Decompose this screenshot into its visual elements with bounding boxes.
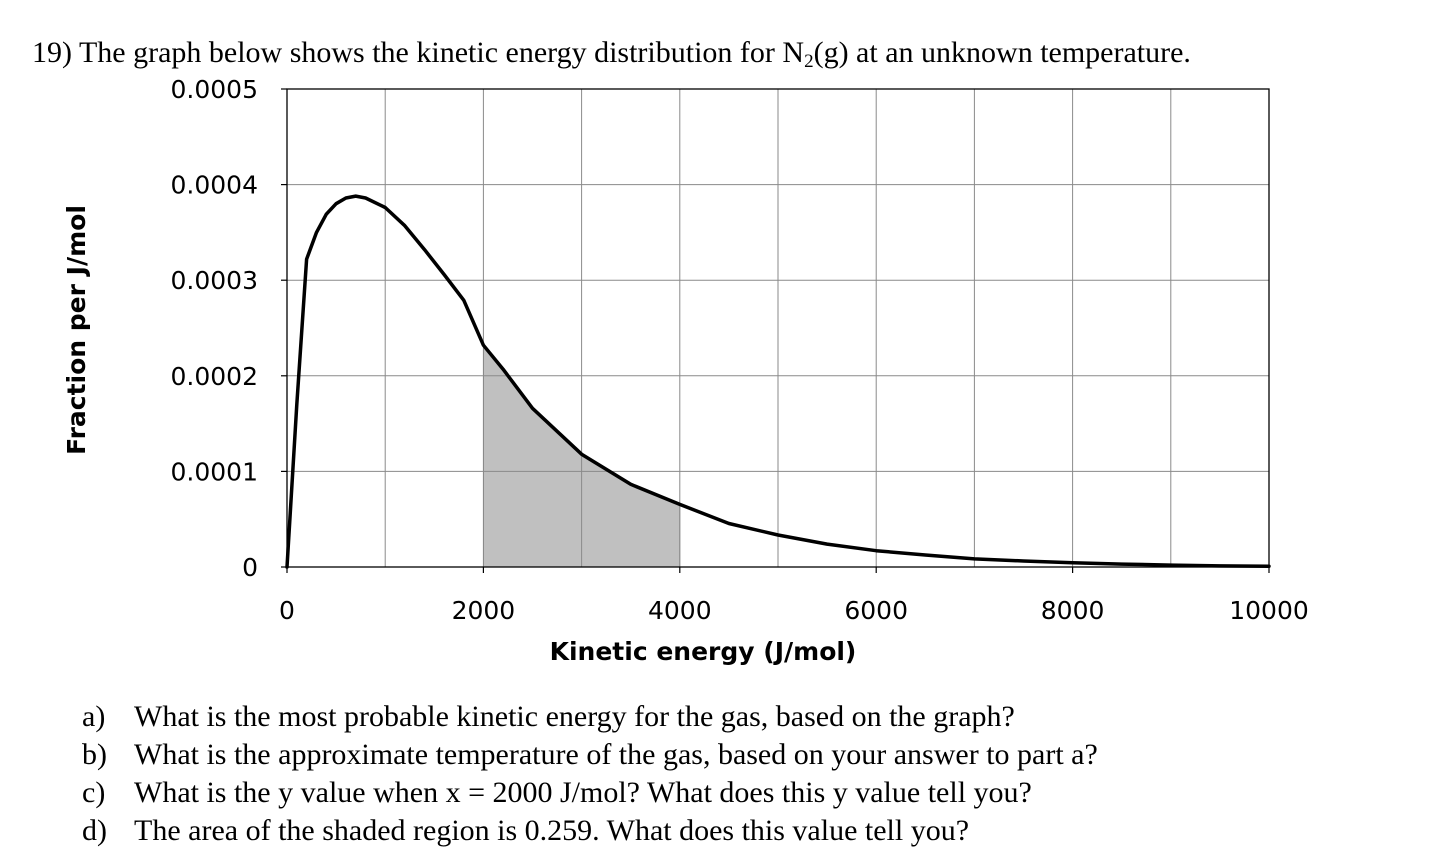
x-tick-label: 4000 <box>648 596 712 625</box>
y-tick-label: 0.0005 <box>171 75 258 104</box>
x-axis-title: Kinetic energy (J/mol) <box>550 637 857 666</box>
question-list: a) What is the most probable kinetic ener… <box>82 700 1098 852</box>
x-tick-label: 0 <box>279 596 295 625</box>
question-title: 19) The graph below shows the kinetic en… <box>32 36 1191 72</box>
y-tick-label: 0.0002 <box>171 362 258 391</box>
x-tick-label: 8000 <box>1041 596 1105 625</box>
question-text: What is the most probable kinetic energy… <box>134 700 1015 733</box>
question-title-suffix: (g) at an unknown temperature. <box>813 36 1191 69</box>
question-letter: b) <box>82 738 107 771</box>
question-text: The area of the shaded region is 0.259. … <box>134 814 970 847</box>
question-item-d: d) The area of the shaded region is 0.259… <box>82 814 1098 852</box>
question-item-b: b) What is the approximate temperature of… <box>82 738 1098 776</box>
question-letter: a) <box>82 700 106 733</box>
question-title-text: 19) The graph below shows the kinetic en… <box>32 36 805 69</box>
x-tick-label: 10000 <box>1229 596 1309 625</box>
question-letter: c) <box>82 776 106 809</box>
y-axis-title: Fraction per J/mol <box>62 205 91 455</box>
tick-label-layer: 0 2000 4000 6000 8000 10000 0 0.0001 0.0002 0.000… <box>171 75 1309 625</box>
question-item-a: a) What is the most probable kinetic ener… <box>82 700 1098 738</box>
question-letter: d) <box>82 814 107 847</box>
question-item-c: c) What is the y value when x = 2000 J/mo… <box>82 776 1098 814</box>
question-text: What is the approximate temperature of t… <box>134 738 1098 771</box>
x-tick-label: 2000 <box>452 596 516 625</box>
nitrogen-subscript: 2 <box>804 51 814 72</box>
kinetic-energy-chart: 0 2000 4000 6000 8000 10000 0 0.0001 0.0002 0.000… <box>62 75 1309 666</box>
plot-frame-layer <box>281 88 1270 573</box>
y-tick-label: 0.0004 <box>171 171 258 200</box>
grid-layer <box>286 88 1270 568</box>
question-text: What is the y value when x = 2000 J/mol?… <box>134 776 1032 809</box>
y-tick-label: 0.0003 <box>171 266 258 295</box>
series-layer <box>285 194 1271 569</box>
distribution-curve <box>285 194 1271 569</box>
plot-frame <box>286 88 1270 568</box>
y-tick-label: 0.0001 <box>171 457 258 486</box>
y-tick-label: 0 <box>242 553 258 582</box>
x-tick-label: 6000 <box>844 596 908 625</box>
